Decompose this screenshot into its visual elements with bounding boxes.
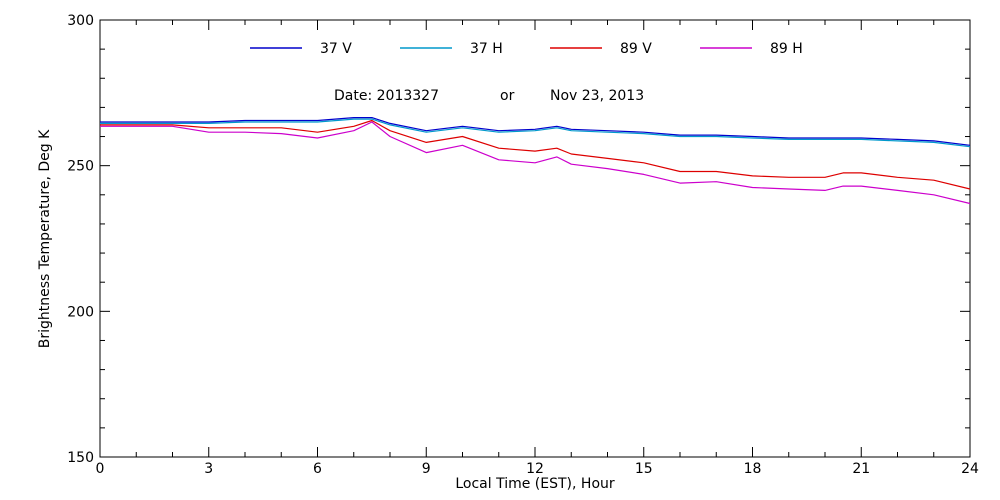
series-line-3 (100, 121, 971, 205)
y-tick-label: 200 (67, 304, 94, 320)
axis-ticks: 0 3 6 9 12 15 18 21 24 150 200 250 300 (67, 13, 979, 477)
x-tick-label: 15 (635, 461, 653, 477)
plot-frame (99, 19, 971, 458)
legend-label-3: 89 H (770, 41, 803, 57)
series-line-1 (100, 118, 971, 148)
x-tick-label: 9 (422, 461, 431, 477)
legend-label-0: 37 V (320, 41, 352, 57)
x-tick-label: 0 (96, 461, 105, 477)
y-axis-title: Brightness Temperature, Deg K (37, 129, 53, 348)
series-line-0 (100, 116, 971, 146)
x-tick-label: 6 (313, 461, 322, 477)
x-tick-label: 21 (852, 461, 870, 477)
x-tick-label: 24 (961, 461, 979, 477)
y-tick-label: 300 (67, 13, 94, 29)
legend-label-1: 37 H (470, 41, 503, 57)
x-axis-title: Local Time (EST), Hour (455, 476, 615, 492)
x-tick-label: 3 (204, 461, 213, 477)
x-tick-label: 18 (744, 461, 762, 477)
legend: 37 V 37 H 89 V 89 H (250, 41, 803, 57)
date-label: Date: 2013327 (334, 88, 439, 104)
or-label: or (500, 88, 515, 104)
series-lines (100, 116, 971, 205)
legend-label-2: 89 V (620, 41, 652, 57)
series-line-2 (100, 119, 971, 190)
y-tick-label: 150 (67, 450, 94, 466)
date-text: Nov 23, 2013 (550, 88, 644, 104)
y-tick-label: 250 (67, 159, 94, 175)
x-tick-label: 12 (526, 461, 544, 477)
